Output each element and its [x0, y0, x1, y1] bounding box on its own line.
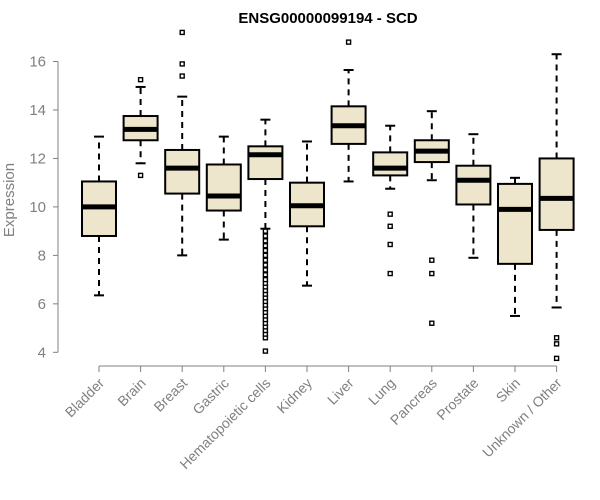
- outlier-point: [262, 262, 269, 268]
- outlier-point: [262, 242, 269, 249]
- outlier-point: [262, 276, 269, 283]
- box-group: [205, 135, 242, 241]
- y-tick-label: 6: [38, 296, 46, 313]
- outlier-point: [262, 247, 269, 254]
- boxes: [81, 29, 575, 362]
- box-group: [247, 118, 284, 354]
- y-axis-title: Expression: [1, 163, 18, 237]
- iqr-box: [497, 182, 533, 265]
- outlier-point: [137, 172, 144, 179]
- chart-title: ENSG00000099194 - SCD: [238, 10, 417, 27]
- y-tick-label: 4: [38, 344, 46, 361]
- box-group: [538, 53, 575, 362]
- x-tick-label: Prostate: [433, 375, 481, 423]
- outlier-point: [262, 267, 269, 273]
- y-tick-label: 16: [29, 54, 46, 71]
- outlier-point: [137, 76, 144, 83]
- box-group: [497, 176, 533, 317]
- outlier-point: [429, 320, 435, 326]
- outlier-point: [387, 241, 393, 248]
- y-tick-label: 12: [29, 150, 46, 167]
- outlier-point: [262, 348, 269, 354]
- outlier-point: [553, 341, 560, 347]
- x-tick-label: Unknown / Other: [479, 375, 565, 461]
- outlier-point: [179, 73, 185, 79]
- box-group: [413, 110, 450, 326]
- box-group: [122, 76, 159, 179]
- outlier-point: [387, 270, 393, 277]
- iqr-box: [372, 151, 409, 177]
- box-group: [164, 29, 201, 257]
- outlier-point: [553, 355, 560, 362]
- outlier-point: [262, 272, 269, 278]
- y-tick-label: 14: [29, 102, 46, 119]
- iqr-box: [247, 145, 284, 181]
- outlier-point: [262, 257, 269, 263]
- box-group: [372, 124, 409, 277]
- outlier-point: [262, 228, 269, 234]
- x-tick-label: Breast: [150, 375, 190, 415]
- outlier-point: [429, 270, 435, 277]
- box-group: [330, 39, 367, 183]
- iqr-box: [205, 163, 242, 212]
- y-axis: 4 6 8 10 12 14 16: [29, 54, 59, 361]
- outlier-point: [387, 211, 393, 217]
- box-group: [289, 140, 325, 287]
- outlier-point: [553, 335, 560, 341]
- outlier-point: [429, 257, 435, 263]
- outlier-point: [262, 238, 269, 244]
- y-tick-label: 8: [38, 247, 46, 264]
- box-group: [81, 135, 117, 297]
- x-tick-label: Bladder: [62, 375, 108, 421]
- iqr-box: [455, 164, 492, 206]
- outlier-point: [262, 252, 269, 259]
- x-tick-label: Skin: [493, 375, 524, 406]
- outlier-point: [262, 233, 269, 239]
- x-tick-label: Lung: [365, 375, 398, 408]
- box-group: [455, 133, 492, 259]
- x-tick-label: Brain: [114, 375, 148, 409]
- x-tick-label: Liver: [324, 375, 357, 408]
- outlier-point: [345, 39, 352, 45]
- iqr-box: [538, 157, 575, 231]
- x-tick-label: Kidney: [274, 375, 316, 417]
- iqr-box: [164, 148, 201, 195]
- outlier-point: [179, 29, 185, 36]
- outlier-point: [387, 223, 393, 229]
- outlier-point: [179, 61, 185, 67]
- y-tick-label: 10: [29, 199, 46, 216]
